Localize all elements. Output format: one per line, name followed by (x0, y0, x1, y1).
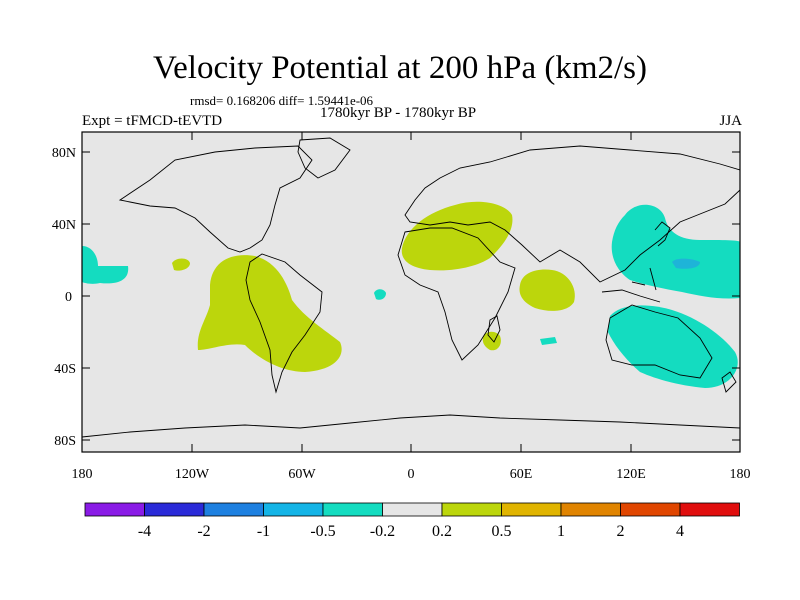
positive-region-north-africa (401, 201, 513, 271)
stats-text: rmsd= 0.168206 diff= 1.59441e-06 (190, 93, 374, 108)
positive-region-south-america (197, 255, 342, 372)
lon-label-180e: 180 (730, 467, 751, 482)
colorbar-box-8 (560, 502, 621, 517)
colorbar-box-5 (382, 502, 443, 517)
colorbar-box-9 (620, 502, 681, 517)
negative-core-region (672, 258, 700, 269)
colorbar-label-5: 0.2 (432, 523, 452, 540)
coastline-maritime-continent (601, 267, 661, 303)
colorbar-label-4: -0.2 (370, 523, 395, 540)
negative-region-australia (608, 305, 738, 388)
period-subtitle: 1780kyr BP - 1780kyr BP (320, 105, 477, 121)
colorbar-label-1: -2 (197, 523, 210, 540)
colorbar (84, 502, 740, 517)
lat-tick-marks (82, 151, 740, 441)
lon-label-60e: 60E (510, 467, 533, 482)
coastlines (81, 137, 741, 438)
colorbar-box-6 (441, 502, 502, 517)
negative-region-atlantic-small (374, 289, 386, 300)
colorbar-labels: -4 -2 -1 -0.5 -0.2 0.2 0.5 1 2 4 (138, 523, 684, 540)
lon-label-180w: 180 (72, 467, 93, 482)
coastline-africa (397, 227, 516, 361)
page-title: Velocity Potential at 200 hPa (km2/s) (152, 50, 648, 86)
coastline-eurasia (404, 145, 741, 283)
lon-tick-marks (191, 132, 632, 452)
lat-label-40n: 40N (52, 218, 76, 233)
lon-label-120e: 120E (616, 467, 646, 482)
positive-anomaly-field (172, 201, 575, 372)
colorbar-label-3: -0.5 (310, 523, 335, 540)
colorbar-box-7 (501, 502, 562, 517)
colorbar-box-10 (679, 502, 740, 517)
coastline-australia (605, 304, 713, 379)
positive-region-indian-ocean (519, 269, 575, 311)
lat-label-80n: 80N (52, 146, 76, 161)
negative-region-south-indian (540, 337, 557, 345)
negative-region-dateline (82, 246, 129, 284)
colorbar-label-8: 2 (617, 523, 625, 540)
experiment-label: Expt = tFMCD-tEVTD (82, 113, 223, 129)
lat-label-0: 0 (65, 290, 72, 305)
coastline-new-zealand (721, 371, 737, 393)
season-label: JJA (719, 113, 742, 129)
colorbar-box-4 (322, 502, 383, 517)
lat-label-40s: 40S (54, 362, 76, 377)
lon-label-120w: 120W (175, 467, 210, 482)
colorbar-box-0 (84, 502, 145, 517)
lon-label-0: 0 (408, 467, 415, 482)
coastline-greenland (297, 137, 351, 179)
coastline-japan (654, 221, 671, 247)
coastline-south-america (245, 253, 323, 394)
map-background (82, 132, 740, 452)
colorbar-box-3 (263, 502, 324, 517)
positive-region-pacific-small (172, 258, 190, 271)
colorbar-label-9: 4 (676, 523, 684, 540)
negative-anomaly-field (82, 204, 740, 388)
coastline-antarctica (81, 414, 741, 438)
colorbar-label-6: 0.5 (492, 523, 512, 540)
lat-label-80s: 80S (54, 434, 76, 449)
negative-region-west-pacific (611, 204, 740, 299)
coastline-madagascar (487, 315, 501, 343)
colorbar-box-2 (203, 502, 264, 517)
colorbar-box-1 (144, 502, 205, 517)
lon-label-60w: 60W (288, 467, 316, 482)
colorbar-label-2: -1 (257, 523, 270, 540)
colorbar-label-0: -4 (138, 523, 151, 540)
coastline-north-america (118, 145, 313, 253)
colorbar-label-7: 1 (557, 523, 565, 540)
